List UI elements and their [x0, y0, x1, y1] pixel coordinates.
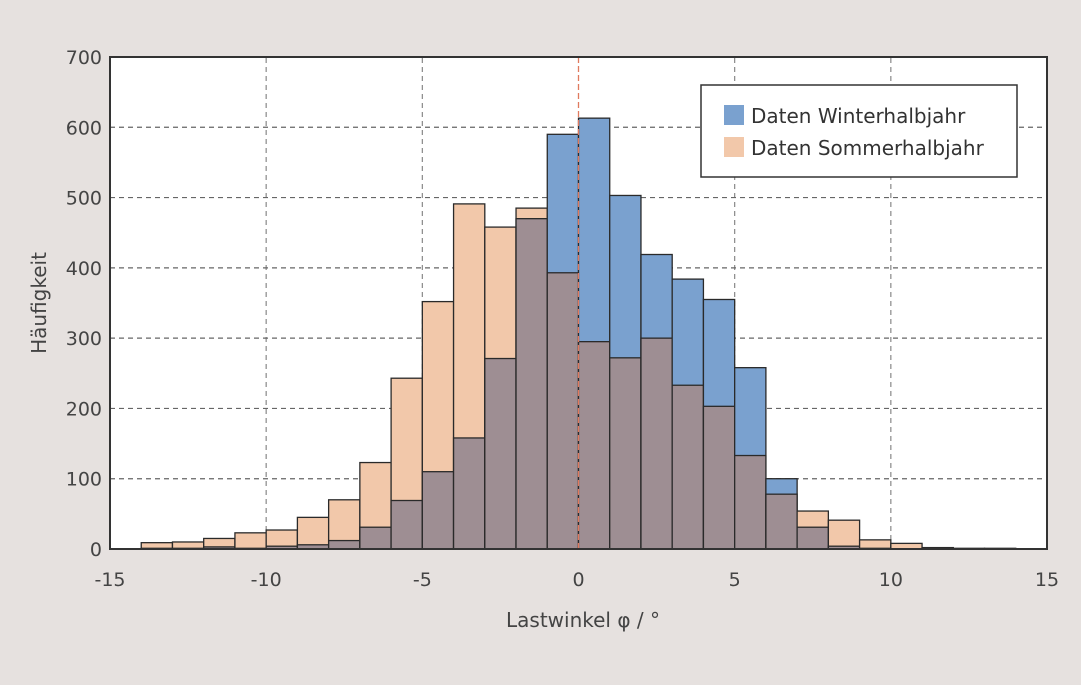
histogram-bars — [140, 117, 1017, 550]
y-tick-label: 700 — [66, 47, 102, 69]
bar-summer — [827, 519, 861, 550]
x-tick-label: -5 — [413, 569, 432, 591]
x-tick-label: 10 — [879, 569, 903, 591]
bar-overlap — [671, 384, 705, 550]
bar-overlap — [515, 218, 548, 550]
x-axis-label: Lastwinkel φ / ° — [506, 608, 660, 632]
y-tick-label: 500 — [66, 188, 102, 210]
bar-overlap — [484, 357, 517, 550]
legend-label-winter: Daten Winterhalbjahr — [751, 104, 966, 128]
bar-overlap — [546, 272, 580, 550]
x-tick-label: 15 — [1035, 569, 1059, 591]
bar-summer — [234, 532, 267, 550]
plot-frame — [109, 56, 1048, 550]
bar-overlap — [609, 357, 642, 550]
y-axis-label: Häufigkeit — [27, 252, 51, 354]
x-tick-label: -10 — [251, 569, 282, 591]
y-tick-label: 400 — [66, 258, 102, 280]
bar-overlap — [327, 539, 361, 550]
y-tick-label: 100 — [66, 469, 102, 491]
bar-overlap — [359, 526, 392, 550]
bar-overlap — [796, 526, 830, 550]
legend-label-summer: Daten Sommerhalbjahr — [751, 136, 985, 160]
bar-overlap — [702, 405, 736, 550]
y-axis-ticks: 0 100 200 300 400 500 600 700 — [66, 47, 102, 561]
bar-overlap — [640, 337, 673, 550]
bar-overlap — [421, 471, 455, 550]
y-tick-label: 300 — [66, 328, 102, 350]
bar-overlap — [734, 454, 767, 550]
x-tick-label: -15 — [94, 569, 125, 591]
bar-summer — [858, 539, 892, 550]
bar-overlap — [577, 341, 611, 550]
y-tick-label: 200 — [66, 398, 102, 420]
legend-swatch-winter — [724, 105, 744, 125]
bar-overlap — [765, 493, 798, 550]
x-axis-ticks: -15 -10 -5 0 5 10 15 — [94, 569, 1059, 591]
y-tick-label: 600 — [66, 117, 102, 139]
bar-overlap — [390, 499, 423, 550]
y-tick-label: 0 — [90, 539, 102, 561]
x-tick-label: 5 — [729, 569, 741, 591]
bar-overlap — [452, 437, 486, 550]
legend-swatch-summer — [724, 137, 744, 157]
x-tick-label: 0 — [572, 569, 584, 591]
legend: Daten Winterhalbjahr Daten Sommerhalbjah… — [700, 84, 1018, 178]
legend-box — [700, 84, 1018, 178]
